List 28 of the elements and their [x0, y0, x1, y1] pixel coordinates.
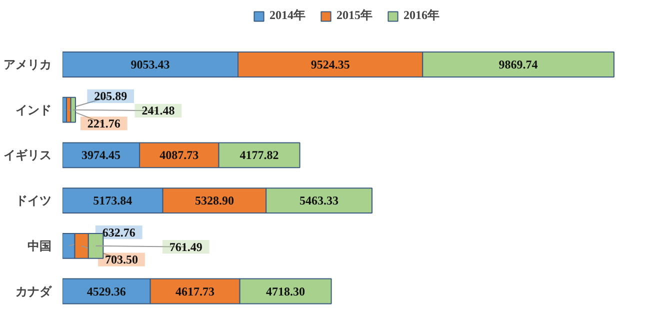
- data-label: 4617.73: [176, 284, 215, 298]
- y-tick-label: イギリス: [4, 148, 52, 162]
- data-label: 241.48: [142, 104, 175, 118]
- y-tick-label: カナダ: [16, 284, 52, 298]
- y-tick-label: ドイツ: [16, 194, 52, 208]
- legend-label: 2014年: [270, 7, 306, 24]
- data-label: 5173.84: [93, 194, 132, 208]
- data-label: 4087.73: [160, 148, 199, 162]
- data-label: 761.49: [169, 240, 202, 254]
- y-tick-label: アメリカ: [4, 57, 52, 72]
- data-label: 703.50: [104, 252, 138, 267]
- data-label: 4718.30: [266, 284, 306, 298]
- y-tick-label: 中国: [28, 238, 52, 253]
- data-label: 632.76: [102, 225, 136, 240]
- data-label: 5463.33: [300, 194, 339, 208]
- data-label: 205.89: [94, 89, 128, 104]
- data-label: 5328.90: [194, 194, 234, 208]
- data-label: 3974.45: [82, 148, 121, 162]
- data-label: 9869.74: [498, 57, 538, 72]
- data-label: 4529.36: [86, 284, 126, 298]
- y-tick-label: インド: [16, 102, 52, 117]
- bar: [70, 96, 76, 123]
- legend-label: 2016年: [404, 7, 440, 24]
- data-label: 4177.82: [240, 148, 279, 162]
- data-label: 9053.43: [130, 57, 170, 72]
- data-label: 221.76: [87, 116, 120, 130]
- legend-label: 2015年: [336, 7, 372, 24]
- data-label: 9524.35: [310, 57, 350, 72]
